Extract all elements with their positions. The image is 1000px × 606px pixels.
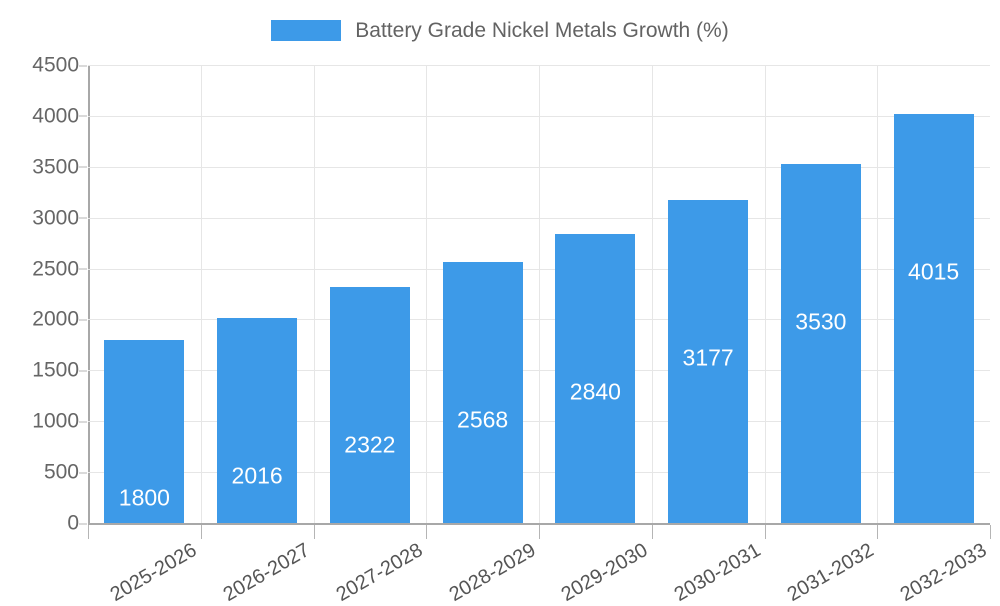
- y-tick-label: 2000: [0, 309, 88, 330]
- bar[interactable]: [780, 163, 861, 523]
- y-tick-label: 500: [0, 462, 88, 483]
- gridline-horizontal: [88, 523, 990, 525]
- gridline-vertical: [765, 65, 766, 523]
- y-tick-label: 3500: [0, 156, 88, 177]
- x-tick-mark: [88, 525, 89, 539]
- x-tick-label: 2029-2030: [558, 539, 652, 606]
- x-tick-label: 2030-2031: [670, 539, 765, 606]
- x-tick-mark: [200, 525, 202, 539]
- y-tick-label: 0: [0, 513, 88, 534]
- y-tick-mark: [79, 166, 87, 168]
- legend-color-swatch: [271, 19, 342, 41]
- y-tick-label: 4000: [0, 105, 88, 126]
- gridline-vertical: [877, 65, 878, 523]
- y-tick-mark: [79, 268, 87, 270]
- x-tick-mark: [539, 525, 540, 539]
- y-tick-mark: [79, 523, 87, 524]
- gridline-vertical: [652, 65, 653, 523]
- bar[interactable]: [668, 199, 749, 523]
- x-tick-label: 2031-2032: [783, 539, 878, 606]
- y-axis-line: [88, 65, 90, 525]
- bar[interactable]: [442, 261, 523, 523]
- y-tick-mark: [79, 472, 87, 474]
- chart-legend: Battery Grade Nickel Metals Growth (%): [0, 14, 1000, 46]
- x-tick-label: 2028-2029: [445, 539, 540, 606]
- y-tick-label: 3000: [0, 207, 88, 228]
- x-tick-mark: [313, 525, 315, 539]
- x-tick-mark: [426, 525, 428, 539]
- bar[interactable]: [104, 339, 185, 523]
- y-tick-label: 1500: [0, 360, 88, 381]
- bar[interactable]: [329, 286, 410, 523]
- y-tick-mark: [79, 115, 87, 117]
- x-tick-label: 2025-2026: [107, 539, 201, 606]
- y-tick-mark: [79, 319, 87, 321]
- y-tick-mark: [79, 421, 87, 423]
- plot-area: 1800 2016 2322 2568 2840 3177 3530 4015: [88, 65, 990, 525]
- x-tick-mark: [990, 525, 991, 539]
- y-tick-mark: [79, 370, 87, 372]
- y-tick-mark: [79, 65, 87, 66]
- x-tick-mark: [764, 525, 766, 539]
- bar[interactable]: [555, 233, 636, 523]
- bar[interactable]: [893, 114, 974, 523]
- gridline-vertical: [314, 65, 315, 523]
- gridline-vertical: [426, 65, 427, 523]
- legend-label: Battery Grade Nickel Metals Growth (%): [355, 18, 729, 42]
- gridline-vertical: [201, 65, 202, 523]
- y-tick-label: 2500: [0, 258, 88, 279]
- y-tick-mark: [79, 217, 87, 219]
- x-tick-label: 2026-2027: [219, 539, 314, 606]
- x-tick-label: 2027-2028: [332, 539, 427, 606]
- x-tick-mark: [877, 525, 879, 539]
- gridline-vertical: [539, 65, 540, 523]
- y-tick-label: 1000: [0, 411, 88, 432]
- bar[interactable]: [217, 317, 298, 523]
- x-tick-label: 2032-2033: [896, 539, 991, 606]
- y-tick-label: 4500: [0, 55, 88, 76]
- x-tick-mark: [651, 525, 653, 539]
